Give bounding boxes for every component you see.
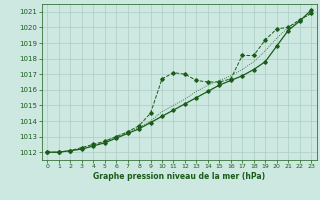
- X-axis label: Graphe pression niveau de la mer (hPa): Graphe pression niveau de la mer (hPa): [93, 172, 265, 181]
